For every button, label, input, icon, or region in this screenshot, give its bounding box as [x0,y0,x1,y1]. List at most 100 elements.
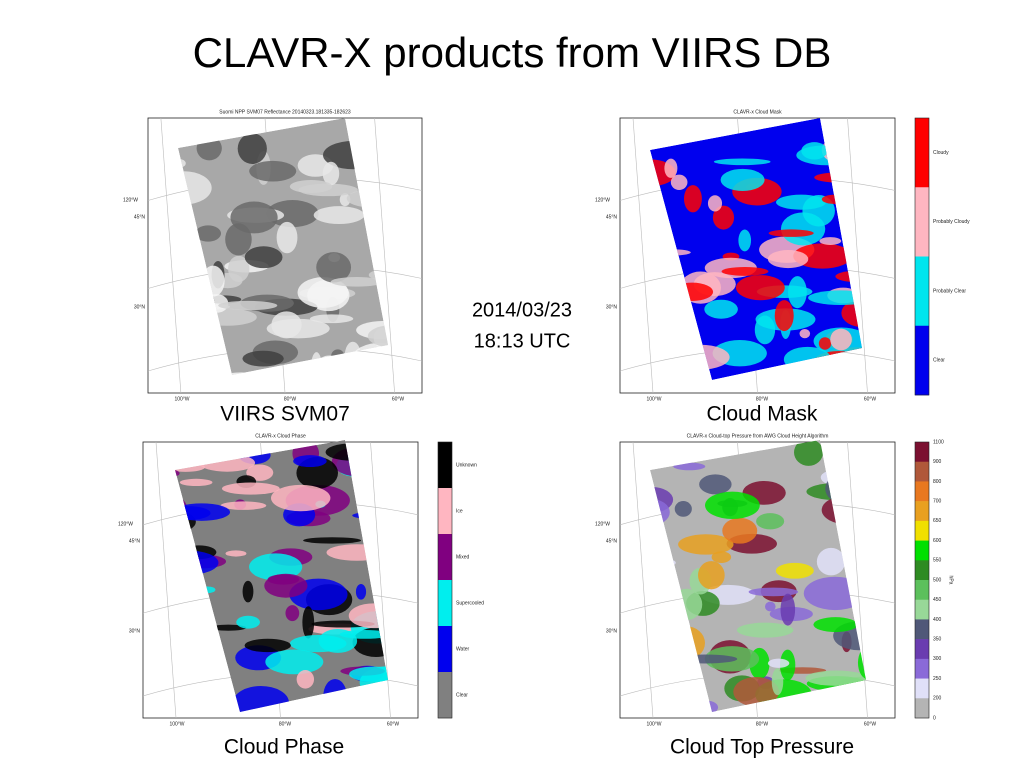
cloud-patch [664,158,678,178]
colorbar-segment [915,325,929,396]
cloud-patch [270,484,331,512]
cloud-patch [367,325,388,348]
colorbar-tick-label: 700 [933,498,942,504]
colorbar-segment [915,442,929,463]
lon-label: 60°W [864,396,877,402]
cloud-patch [816,547,846,576]
cloud-patch [704,299,738,319]
colorbar-tick-label: 800 [933,479,942,485]
colorbar-tick-label: 900 [933,459,942,465]
cloud-patch [733,676,780,707]
colorbar-tick-label: 550 [933,558,942,564]
colorbar-segment [438,442,452,489]
cloud-patch [721,266,769,276]
cloud-patch [736,275,785,301]
colorbar-label: Unknown [456,462,477,468]
cloud-patch [220,501,267,510]
cloud-patch [819,237,842,245]
grid-line [374,117,395,394]
cloud-patch [244,638,291,653]
cloud-patch [683,185,702,213]
colorbar-tick-label: 1100 [933,439,944,445]
colorbar-tick-label: 600 [933,538,942,544]
colorbar-segment [438,488,452,535]
cloud-patch [249,553,303,581]
cloud-patch [264,573,308,598]
cloud-patch [830,328,852,351]
cloud-patch [195,225,222,242]
cloud-patch [673,462,706,471]
cloud-patch [722,517,758,544]
lon-label: 80°W [756,721,769,727]
lon-label: 60°W [864,721,877,727]
cloud-patch [780,593,796,626]
cloud-patch [736,622,794,638]
cloud-patch [801,142,828,160]
colorbar-tick-label: 0 [933,715,936,721]
colorbar-segment [915,187,929,257]
cloud-patch [285,605,300,622]
colorbar-tick-label: 350 [933,636,942,642]
panel-caption: Cloud Top Pressure [670,736,854,759]
colorbar-label: Clear [456,692,468,698]
grid-line [370,441,391,719]
colorbar-tick-label: 200 [933,696,942,702]
panel-caption: Cloud Phase [224,736,344,759]
grid-line [632,441,654,719]
cloud-patch [650,159,676,187]
colorbar-tick-label: 650 [933,518,942,524]
cloud-patch [297,277,349,308]
cloud-patch [313,206,365,225]
cloud-patch [228,255,250,282]
lon-label: 100°W [174,396,189,402]
cloud-patch [818,337,832,350]
cloud-patch [210,624,247,631]
colorbar-frame [914,117,930,396]
grid-line [155,441,177,719]
cloud-patch [330,277,383,287]
lat-label: 30°N [606,628,618,634]
colorbar-segment [915,540,929,561]
cloud-patch [355,584,367,600]
lat-label: 120°W [118,521,133,527]
lat-label: 30°N [134,304,146,310]
plot-title: CLAVR-x Cloud Mask [733,109,782,115]
cloud-patch [767,658,790,668]
cloud-patch [296,669,315,689]
cloud-patch [699,474,732,495]
plot-title: Suomi NPP SVM07 Reflectance 20140323.181… [219,109,351,115]
cloud-patch [271,311,302,339]
colorbar-segment [915,481,929,502]
cloud-patch [236,615,260,629]
cloud-patch [242,350,284,367]
colorbar-segment [915,639,929,660]
cloud-patch [799,328,811,339]
cloud-patch [813,617,858,633]
cloud-patch [711,551,732,563]
colorbar-unit: hPa [948,576,954,585]
cloud-patch [289,179,333,193]
cloud-patch [237,133,267,164]
lon-label: 100°W [646,721,661,727]
cloud-patch [244,246,283,269]
cloud-patch [309,314,354,324]
grid-line [160,117,182,394]
colorbar-segment [438,580,452,627]
lat-label: 45°N [606,214,618,220]
colorbar-segment [915,678,929,699]
colorbar-tick-label: 250 [933,676,942,682]
colorbar-segment [438,672,452,719]
cloud-patch [771,668,784,696]
cloud-patch [748,587,799,597]
cloud-patch [774,300,794,332]
lon-label: 60°W [392,396,405,402]
cloud-patch [805,670,866,686]
lat-label: 45°N [606,538,618,544]
colorbar-tick-label: 500 [933,577,942,583]
cloud-patch [794,440,824,466]
cloud-patch [302,606,315,639]
cloud-patch [764,601,776,612]
cloud-patch [707,195,723,212]
colorbar-segment [915,698,929,719]
colorbar-label: Cloudy [933,150,949,156]
